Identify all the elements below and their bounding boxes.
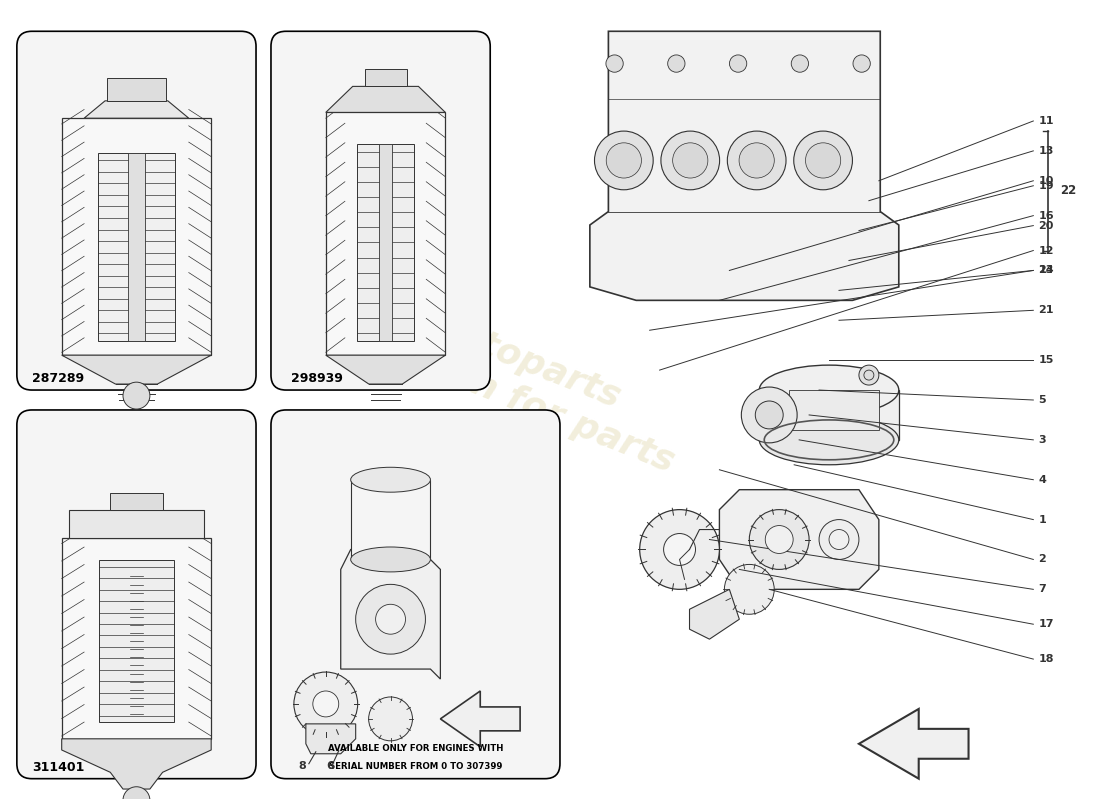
Circle shape bbox=[294, 672, 358, 736]
Text: 21: 21 bbox=[1038, 306, 1054, 315]
Circle shape bbox=[859, 365, 879, 385]
Circle shape bbox=[355, 584, 426, 654]
Ellipse shape bbox=[759, 365, 899, 415]
Circle shape bbox=[829, 530, 849, 550]
Text: autoparts
passion for parts: autoparts passion for parts bbox=[345, 281, 695, 479]
Text: 19: 19 bbox=[1038, 181, 1054, 190]
Circle shape bbox=[729, 55, 747, 72]
Polygon shape bbox=[719, 490, 879, 590]
Text: 4: 4 bbox=[1038, 474, 1046, 485]
Text: 2: 2 bbox=[1038, 554, 1046, 565]
Circle shape bbox=[727, 131, 786, 190]
Text: 23: 23 bbox=[1038, 266, 1054, 275]
Text: 22: 22 bbox=[1060, 184, 1077, 198]
Bar bbox=[789, 390, 879, 430]
Bar bbox=[351, 480, 430, 559]
Circle shape bbox=[606, 143, 641, 178]
Text: 1: 1 bbox=[1038, 514, 1046, 525]
Text: 17: 17 bbox=[1038, 619, 1054, 630]
Polygon shape bbox=[306, 724, 355, 754]
Circle shape bbox=[606, 55, 624, 72]
Text: 7: 7 bbox=[1038, 584, 1046, 594]
Bar bbox=[99, 560, 174, 722]
Polygon shape bbox=[590, 31, 899, 300]
Polygon shape bbox=[62, 739, 211, 789]
FancyBboxPatch shape bbox=[16, 410, 256, 778]
Bar bbox=[379, 144, 392, 341]
Circle shape bbox=[864, 370, 873, 380]
Text: 11: 11 bbox=[1038, 116, 1054, 126]
Bar bbox=[69, 510, 204, 538]
Text: 20: 20 bbox=[1038, 221, 1054, 230]
Text: 5: 5 bbox=[1038, 395, 1046, 405]
Text: 13: 13 bbox=[1038, 146, 1054, 156]
Text: SERIAL NUMBER FROM 0 TO 307399: SERIAL NUMBER FROM 0 TO 307399 bbox=[329, 762, 503, 770]
Bar bbox=[62, 118, 211, 355]
Text: 16: 16 bbox=[1038, 210, 1054, 221]
Polygon shape bbox=[341, 550, 440, 679]
Circle shape bbox=[375, 604, 406, 634]
Circle shape bbox=[725, 565, 774, 614]
Text: 311401: 311401 bbox=[32, 761, 85, 774]
Bar bbox=[110, 494, 163, 510]
FancyBboxPatch shape bbox=[16, 31, 256, 390]
Bar bbox=[62, 538, 211, 739]
Text: 15: 15 bbox=[1038, 355, 1054, 365]
Polygon shape bbox=[690, 590, 739, 639]
Circle shape bbox=[820, 519, 859, 559]
Circle shape bbox=[661, 131, 719, 190]
Bar bbox=[128, 153, 145, 341]
Circle shape bbox=[794, 131, 852, 190]
Circle shape bbox=[766, 526, 793, 554]
Bar bbox=[107, 78, 166, 101]
Text: 3: 3 bbox=[1038, 435, 1046, 445]
Circle shape bbox=[123, 382, 150, 409]
Circle shape bbox=[312, 691, 339, 717]
Circle shape bbox=[791, 55, 808, 72]
Text: 10: 10 bbox=[1038, 176, 1054, 186]
Bar bbox=[364, 69, 407, 86]
Ellipse shape bbox=[351, 467, 430, 492]
Bar bbox=[759, 390, 899, 440]
Polygon shape bbox=[440, 691, 520, 746]
Circle shape bbox=[368, 697, 412, 741]
Circle shape bbox=[594, 131, 653, 190]
Text: 14: 14 bbox=[1038, 266, 1054, 275]
Polygon shape bbox=[84, 101, 189, 118]
Text: 298939: 298939 bbox=[290, 372, 343, 385]
Circle shape bbox=[749, 510, 810, 570]
Bar bbox=[98, 153, 175, 341]
Text: 8: 8 bbox=[298, 761, 306, 770]
Ellipse shape bbox=[351, 547, 430, 572]
Circle shape bbox=[673, 143, 708, 178]
Polygon shape bbox=[62, 355, 211, 384]
Circle shape bbox=[663, 534, 695, 566]
FancyBboxPatch shape bbox=[271, 31, 491, 390]
Bar bbox=[356, 144, 415, 341]
Polygon shape bbox=[326, 355, 446, 384]
Circle shape bbox=[640, 510, 719, 590]
Circle shape bbox=[739, 143, 774, 178]
Text: 287289: 287289 bbox=[32, 372, 84, 385]
Bar bbox=[326, 113, 446, 355]
Circle shape bbox=[123, 786, 150, 800]
FancyBboxPatch shape bbox=[271, 410, 560, 778]
Circle shape bbox=[668, 55, 685, 72]
Text: 6: 6 bbox=[326, 761, 333, 770]
Circle shape bbox=[852, 55, 870, 72]
Text: 12: 12 bbox=[1038, 246, 1054, 255]
Text: 18: 18 bbox=[1038, 654, 1054, 664]
Text: AVAILABLE ONLY FOR ENGINES WITH: AVAILABLE ONLY FOR ENGINES WITH bbox=[328, 744, 503, 753]
Polygon shape bbox=[326, 86, 446, 113]
Circle shape bbox=[805, 143, 840, 178]
Circle shape bbox=[756, 401, 783, 429]
Circle shape bbox=[741, 387, 798, 443]
Polygon shape bbox=[859, 709, 968, 778]
Ellipse shape bbox=[759, 415, 899, 465]
